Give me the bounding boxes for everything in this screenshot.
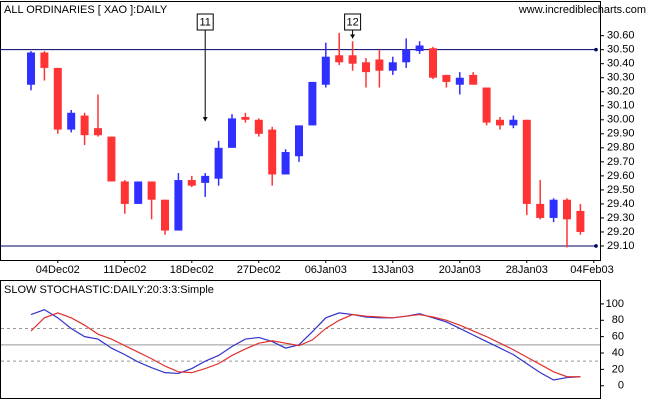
- candle-body: [228, 118, 236, 148]
- level-end: [594, 47, 598, 52]
- y-tick-label: 29.50: [607, 184, 635, 196]
- candle-body: [429, 48, 437, 78]
- y-tick-label: 29.10: [607, 240, 635, 252]
- y-tick-label: 29.30: [607, 212, 635, 224]
- y-tick-label: 29.70: [607, 156, 635, 168]
- candle-body: [214, 147, 223, 179]
- x-tick-label: 28Jan03: [506, 264, 548, 276]
- candle-body: [536, 203, 545, 218]
- candle-body: [321, 56, 330, 85]
- annotation-arrow: [350, 34, 356, 39]
- annotation-label: 11: [199, 16, 210, 28]
- y-tick-label: 29.60: [607, 170, 635, 182]
- annotation-label: 12: [346, 16, 358, 28]
- candle-body: [161, 199, 169, 231]
- level-end: [594, 244, 598, 248]
- candle-body: [134, 181, 143, 204]
- stochastic-line: [30, 312, 581, 378]
- stochastic-panel: [0, 280, 601, 399]
- y-tick-label: 80: [612, 314, 624, 326]
- candle-body: [281, 152, 290, 175]
- y-tick-label: 30.10: [607, 100, 635, 112]
- y-tick-label: 30.20: [607, 86, 635, 98]
- candle-body: [187, 180, 196, 186]
- candle-body: [174, 180, 183, 231]
- candle-body: [496, 119, 504, 126]
- y-tick-label: 0: [618, 380, 624, 392]
- candle-body: [455, 77, 464, 85]
- y-tick-label: 29.20: [607, 226, 635, 238]
- source: www.incrediblecharts.com: [518, 4, 646, 16]
- y-tick-label: 30.50: [607, 44, 635, 56]
- candle-body: [576, 210, 585, 232]
- candle-body: [335, 55, 344, 63]
- x-tick-label: 13Jan03: [372, 264, 414, 276]
- candle-body: [509, 119, 518, 126]
- candle-body: [482, 87, 491, 123]
- x-tick-label: 04Feb03: [570, 264, 613, 276]
- x-tick-label: 27Dec02: [237, 264, 281, 276]
- candle-body: [94, 128, 102, 136]
- candle-body: [348, 55, 357, 64]
- candle-body: [563, 199, 571, 220]
- x-tick-label: 04Dec02: [36, 264, 80, 276]
- annotation-arrow: [202, 117, 208, 122]
- y-tick-label: 29.40: [607, 198, 635, 210]
- candle-body: [53, 67, 62, 130]
- candle-body: [147, 181, 156, 200]
- y-tick-label: 29.80: [607, 142, 635, 154]
- candle-body: [27, 52, 35, 85]
- y-tick-label: 40: [612, 347, 624, 359]
- candle-body: [402, 49, 411, 63]
- candle-body: [549, 199, 558, 218]
- candle-body: [375, 59, 384, 71]
- chart-title: ALL ORDINARIES [ XAO ]:DAILY: [4, 4, 168, 16]
- candle-body: [388, 62, 397, 71]
- candle-body: [254, 119, 263, 134]
- indicator-title: SLOW STOCHASTIC:DAILY:20:3:3:Simple: [4, 284, 214, 296]
- candle-body: [522, 119, 531, 204]
- x-tick-label: 18Dec02: [170, 264, 214, 276]
- price-panel: [0, 1, 601, 261]
- annotation-box: [344, 13, 362, 31]
- candle-body: [241, 116, 250, 120]
- candle-body: [308, 81, 317, 126]
- y-tick-label: 30.30: [607, 72, 635, 84]
- y-tick-label: 20: [612, 363, 624, 375]
- y-tick-label: 60: [612, 331, 624, 343]
- y-tick-label: 30.60: [607, 30, 635, 42]
- candle-body: [40, 52, 49, 68]
- x-tick-label: 11Dec02: [103, 264, 146, 276]
- candle-body: [201, 175, 210, 183]
- candle-body: [120, 181, 129, 204]
- candle-body: [295, 125, 303, 157]
- candle-body: [107, 136, 116, 182]
- candle-body: [469, 74, 478, 85]
- candle-body: [362, 62, 370, 73]
- y-tick-label: 30.00: [607, 114, 635, 126]
- y-tick-label: 30.40: [607, 58, 635, 70]
- y-tick-label: 29.90: [607, 128, 635, 140]
- annotation-box: [196, 13, 214, 31]
- stochastic-line: [30, 308, 581, 381]
- candle-body: [415, 45, 424, 52]
- candle-body: [442, 74, 451, 82]
- x-tick-label: 20Jan03: [439, 264, 481, 276]
- x-tick-label: 06Jan03: [305, 264, 347, 276]
- y-tick-label: 100: [606, 298, 624, 310]
- candle-body: [268, 129, 277, 175]
- candle-body: [67, 112, 76, 130]
- candle-body: [80, 115, 89, 136]
